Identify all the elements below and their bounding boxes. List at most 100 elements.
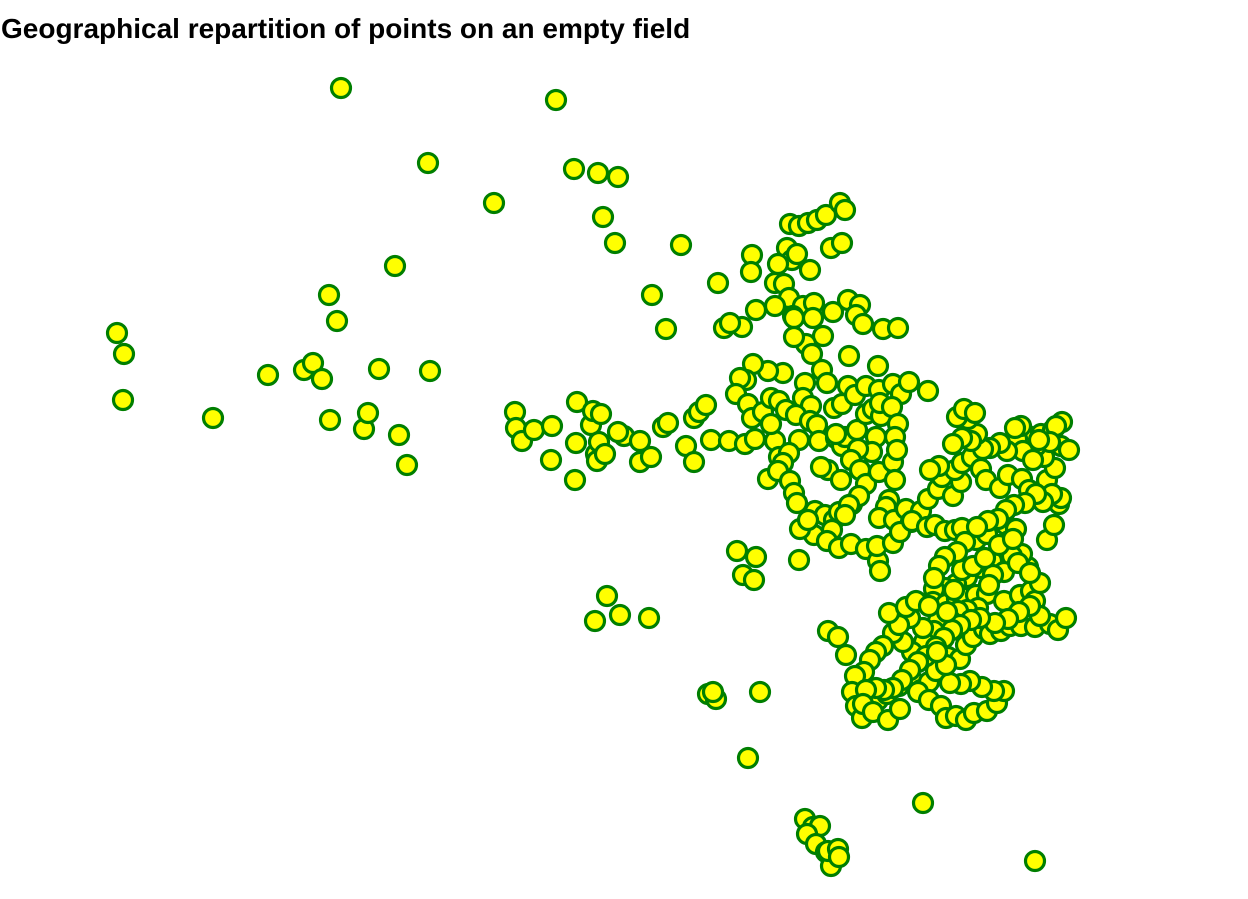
scatter-point: [801, 306, 825, 330]
scatter-point: [941, 432, 965, 456]
scatter-point: [885, 438, 909, 462]
scatter-points-layer: [105, 76, 1081, 878]
scatter-point: [911, 791, 935, 815]
scatter-point: [1054, 606, 1078, 630]
scatter-point: [815, 371, 839, 395]
scatter-point: [256, 363, 280, 387]
scatter-point: [965, 515, 989, 539]
scatter-point: [640, 283, 664, 307]
scatter-point: [111, 388, 135, 412]
scatter-point: [918, 458, 942, 482]
scatter-point: [866, 354, 890, 378]
scatter-point: [742, 568, 766, 592]
scatter-point: [796, 508, 820, 532]
scatter-point: [785, 491, 809, 515]
scatter-point: [833, 503, 857, 527]
scatter-point: [639, 445, 663, 469]
scatter-point: [522, 418, 546, 442]
scatter-point: [938, 671, 962, 695]
scatter-point: [325, 309, 349, 333]
scatter-point: [883, 468, 907, 492]
scatter-point: [809, 455, 833, 479]
scatter-point: [416, 151, 440, 175]
scatter-point: [782, 306, 806, 330]
scatter-point: [699, 428, 723, 452]
scatter-point: [826, 625, 850, 649]
scatter-point: [829, 468, 853, 492]
scatter-point: [603, 231, 627, 255]
scatter-point: [833, 198, 857, 222]
scatter-point: [105, 321, 129, 345]
scatter-point: [564, 431, 588, 455]
scatter-point: [977, 573, 1001, 597]
scatter-point: [917, 594, 941, 618]
scatter-point: [1023, 849, 1047, 873]
scatter-point: [586, 161, 610, 185]
scatter-point: [562, 157, 586, 181]
scatter-point: [868, 559, 892, 583]
scatter-point: [725, 539, 749, 563]
scatter-point: [482, 191, 506, 215]
scatter-point: [766, 252, 790, 276]
scatter-point: [916, 379, 940, 403]
scatter-point: [356, 401, 380, 425]
scatter-point: [744, 545, 768, 569]
scatter-point: [310, 367, 334, 391]
scatter-point: [383, 254, 407, 278]
scatter-point: [973, 546, 997, 570]
scatter-point: [682, 450, 706, 474]
scatter-point: [608, 603, 632, 627]
scatter-point: [540, 414, 564, 438]
scatter-point: [798, 258, 822, 282]
scatter-point: [782, 325, 806, 349]
scatter-point: [1003, 416, 1027, 440]
scatter-point: [1027, 428, 1051, 452]
scatter-point: [1021, 448, 1045, 472]
scatter-point: [583, 609, 607, 633]
scatter-point: [1018, 561, 1042, 585]
scatter-point: [387, 423, 411, 447]
scatter-point: [595, 584, 619, 608]
scatter-point: [897, 370, 921, 394]
scatter-point: [565, 390, 589, 414]
scatter-point: [763, 294, 787, 318]
scatter-point: [935, 600, 959, 624]
scatter-point: [706, 271, 730, 295]
scatter-point: [736, 746, 760, 770]
scatter-point: [748, 680, 772, 704]
scatter-point: [418, 359, 442, 383]
scatter-point: [922, 566, 946, 590]
scatter-point: [329, 76, 353, 100]
scatter-point: [694, 393, 718, 417]
scatter-point: [593, 442, 617, 466]
scatter-point: [591, 205, 615, 229]
scatter-point: [800, 342, 824, 366]
scatter-point: [563, 468, 587, 492]
scatter-point: [1057, 438, 1081, 462]
scatter-point: [628, 429, 652, 453]
scatter-point: [701, 680, 725, 704]
scatter-point: [367, 357, 391, 381]
chart-title: Geographical repartition of points on an…: [1, 13, 691, 44]
scatter-point: [606, 420, 630, 444]
scatter-point: [656, 411, 680, 435]
scatter-point: [669, 233, 693, 257]
scatter-point: [1001, 527, 1025, 551]
scatter-point: [395, 453, 419, 477]
scatter-point: [827, 845, 851, 869]
scatter-point: [544, 88, 568, 112]
scatter-point: [785, 242, 809, 266]
scatter-point: [824, 422, 848, 446]
scatter-point: [201, 406, 225, 430]
scatter-point: [942, 578, 966, 602]
scatter-point: [834, 643, 858, 667]
scatter-point: [963, 401, 987, 425]
scatter-point: [787, 548, 811, 572]
scatter-point: [637, 606, 661, 630]
scatter-point: [589, 402, 613, 426]
scatter-point: [837, 344, 861, 368]
scatter-point: [739, 260, 763, 284]
scatter-point: [112, 342, 136, 366]
scatter-point: [744, 298, 768, 322]
scatter-point: [1042, 513, 1066, 537]
